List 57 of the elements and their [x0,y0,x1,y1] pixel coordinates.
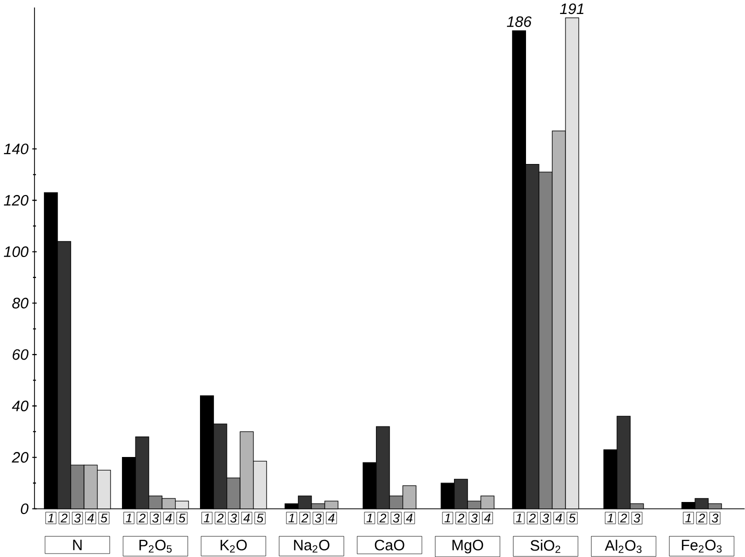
text: 3 [471,514,478,523]
x-tick-label: Al$_{2}$O$_{3}$ [604,540,642,553]
text: 2 [528,514,536,522]
y-tick-label: 40 [12,400,28,412]
legend-label: 1 [126,514,132,522]
text: 4 [555,514,562,522]
y-tick-label: 80 [12,298,28,308]
y-tick-label: 140 [4,144,28,154]
y-tick-label: 20 [12,452,28,463]
text: 3 [230,514,237,523]
text: 2 [698,514,705,522]
text: 3 [314,514,322,523]
x-tick-label: CaO [374,540,404,550]
x-tick-label: Fe$_{2}$O$_{3}$ [682,540,722,553]
text: 1 [288,514,294,522]
text: 2 [379,514,386,522]
text: 2 [301,514,308,522]
x-tick-label: MgO [452,540,484,554]
x-tick-label: Na$_{2}$O [294,540,330,552]
legend-label: 3 [74,514,81,523]
legend-label: 2 [60,514,68,522]
data-label: 186 [506,16,532,27]
text: 2 [216,514,224,522]
x-tick-label: SiO$_{2}$ [530,540,560,553]
text: 2 [138,514,146,522]
y-tick-label: 0 [20,503,28,514]
text: 1 [516,514,522,522]
x-tick-label: N [73,540,82,550]
y-tick-label: 120 [4,194,28,206]
x-tick-label: K$_{2}$O [220,540,247,552]
text: 3 [152,514,159,523]
text: 5 [256,514,264,522]
text: 1 [204,514,210,522]
text: 3 [712,514,718,523]
text: 1 [444,514,450,522]
legend-label: 4 [87,514,94,522]
text: 3 [542,514,549,523]
x-tick-label: P$_{2}$O$_{5}$ [139,540,172,553]
text: 1 [366,514,372,522]
text: 4 [328,514,334,522]
text: 3 [634,514,640,523]
text: 4 [165,514,172,522]
text: 1 [607,514,613,522]
legend-label: 5 [100,514,108,522]
text: 1 [48,514,54,522]
text: 4 [484,514,490,522]
text: 4 [406,514,412,522]
y-tick-label: 60 [12,349,28,360]
text: 5 [178,514,186,522]
y-tick-label: 100 [4,246,28,258]
text: 5 [568,514,576,522]
text: 2 [620,514,627,522]
text: 3 [392,514,400,523]
text: 1 [685,514,691,522]
text: 2 [457,514,464,522]
text: 4 [243,514,250,522]
data-label: 191 [560,3,584,14]
